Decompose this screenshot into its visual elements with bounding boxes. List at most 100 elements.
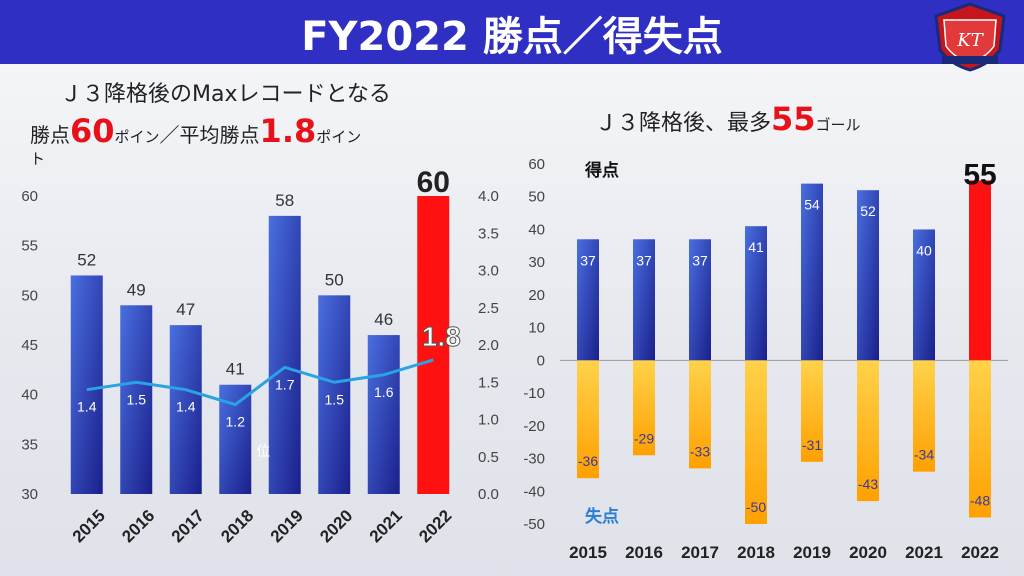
y-tick-label: -20 bbox=[523, 418, 545, 435]
x-tick-label: 2019 bbox=[267, 506, 307, 546]
goals-for-bar bbox=[633, 239, 655, 361]
x-tick-label: 2018 bbox=[737, 543, 775, 562]
goals-against-label: -29 bbox=[634, 430, 654, 446]
goals-against-label: -33 bbox=[690, 443, 710, 459]
chart-annotation: 位 bbox=[256, 444, 270, 460]
points-bar bbox=[169, 325, 202, 494]
goals-for-label: 37 bbox=[692, 252, 708, 268]
x-tick-label: 2016 bbox=[625, 543, 663, 562]
legend-goals-against: 失点 bbox=[585, 506, 619, 527]
goals-for-bar bbox=[969, 180, 991, 361]
legend-goals-for: 得点 bbox=[584, 160, 619, 181]
x-tick-label: 2018 bbox=[217, 506, 257, 546]
y2-tick-label: 1.0 bbox=[478, 412, 499, 429]
y-tick-label: 35 bbox=[21, 436, 38, 453]
points-bar-label: 60 bbox=[417, 166, 450, 199]
goals-value: 55 bbox=[771, 100, 816, 138]
goals-prefix: Ｊ３降格後、最多 bbox=[595, 111, 772, 136]
goals-against-bar bbox=[801, 360, 823, 462]
points-bar-label: 47 bbox=[176, 300, 195, 319]
points-bar-label: 50 bbox=[325, 270, 344, 289]
goals-against-bar bbox=[689, 360, 711, 469]
goals-for-label: 55 bbox=[963, 158, 996, 191]
avg-points-value: 1.8 bbox=[259, 112, 317, 150]
left-headline: Ｊ３降格後のMaxレコードとなる bbox=[60, 82, 391, 107]
avg-points-label: 1.5 bbox=[127, 391, 147, 407]
goals-against-label: -36 bbox=[578, 453, 598, 469]
title-bar bbox=[0, 0, 1024, 64]
points-bar-label: 46 bbox=[374, 310, 393, 329]
right-headline: Ｊ３降格後、最多55ゴール bbox=[595, 100, 861, 138]
points-bar-label: 58 bbox=[275, 191, 294, 210]
goals-for-bar bbox=[857, 190, 879, 361]
points-value: 60 bbox=[70, 112, 115, 150]
x-tick-label: 2021 bbox=[366, 506, 406, 546]
y-tick-label: 60 bbox=[528, 156, 545, 173]
y-tick-label: -10 bbox=[523, 385, 545, 402]
avg-points-line bbox=[86, 358, 434, 407]
points-bar-label: 52 bbox=[77, 250, 96, 269]
y2-tick-label: 2.0 bbox=[478, 337, 499, 354]
left-subheadline: 勝点60ポイン／平均勝点1.8ポイン bbox=[30, 112, 361, 150]
goals-for-label: 41 bbox=[748, 239, 764, 255]
avg-points-label: ／平均勝点 bbox=[159, 123, 260, 147]
x-tick-label: 2022 bbox=[961, 543, 999, 562]
y-tick-label: 60 bbox=[21, 188, 38, 205]
points-bar bbox=[318, 295, 351, 494]
y-tick-label: 50 bbox=[21, 287, 38, 304]
goals-for-bar bbox=[801, 183, 823, 361]
goals-against-bar bbox=[745, 360, 767, 524]
y-tick-label: 10 bbox=[528, 320, 545, 337]
y-tick-label: 30 bbox=[528, 254, 545, 271]
goals-against-label: -50 bbox=[746, 499, 766, 515]
y-tick-label: 30 bbox=[21, 486, 38, 503]
svg-text:KT: KT bbox=[956, 30, 984, 51]
y2-tick-label: 0.0 bbox=[478, 486, 499, 503]
points-bar-label: 49 bbox=[127, 280, 146, 299]
wrapped-unit-char: ト bbox=[30, 150, 46, 168]
goals-against-bar bbox=[577, 360, 599, 479]
x-tick-label: 2017 bbox=[681, 543, 719, 562]
x-tick-label: 2022 bbox=[415, 506, 455, 546]
goals-for-bar bbox=[577, 239, 599, 361]
goals-against-label: -48 bbox=[970, 492, 990, 508]
goals-against-bar bbox=[969, 360, 991, 518]
y-tick-label: 45 bbox=[21, 337, 38, 354]
y2-tick-label: 3.5 bbox=[478, 225, 499, 242]
avg-points-label: 1.6 bbox=[374, 384, 394, 400]
y-tick-label: 50 bbox=[528, 189, 545, 206]
y2-tick-label: 3.0 bbox=[478, 263, 499, 280]
y2-tick-label: 0.5 bbox=[478, 449, 499, 466]
y2-tick-label: 2.5 bbox=[478, 300, 499, 317]
avg-points-label: 1.5 bbox=[325, 391, 345, 407]
goals-unit: ゴール bbox=[815, 116, 861, 134]
points-bar bbox=[70, 275, 103, 494]
x-tick-label: 2019 bbox=[793, 543, 831, 562]
avg-points-label: 1.7 bbox=[275, 376, 295, 392]
goals-for-bar bbox=[913, 229, 935, 361]
goals-against-bar bbox=[857, 360, 879, 502]
goals-against-bar bbox=[633, 360, 655, 456]
goals-for-bar bbox=[689, 239, 711, 361]
x-tick-label: 2015 bbox=[569, 543, 607, 562]
avg-points-label: 1.8 bbox=[422, 321, 461, 352]
y2-tick-label: 4.0 bbox=[478, 188, 499, 205]
y-tick-label: -50 bbox=[523, 516, 545, 533]
points-bar bbox=[268, 215, 301, 494]
y-tick-label: 40 bbox=[21, 387, 38, 404]
y-tick-label: 0 bbox=[537, 352, 545, 369]
y-tick-label: 55 bbox=[21, 238, 38, 255]
y2-tick-label: 1.5 bbox=[478, 374, 499, 391]
y-tick-label: 40 bbox=[528, 221, 545, 238]
goals-against-bar bbox=[913, 360, 935, 472]
goals-against-label: -34 bbox=[914, 447, 934, 463]
goals-for-label: 40 bbox=[916, 242, 932, 258]
x-tick-label: 2017 bbox=[168, 506, 208, 546]
goals-against-label: -43 bbox=[858, 476, 878, 492]
avg-points-label: 1.4 bbox=[176, 399, 196, 415]
goals-for-label: 37 bbox=[636, 252, 652, 268]
goals-for-label: 52 bbox=[860, 203, 876, 219]
x-tick-label: 2020 bbox=[316, 506, 356, 546]
avg-points-label: 1.2 bbox=[226, 414, 246, 430]
